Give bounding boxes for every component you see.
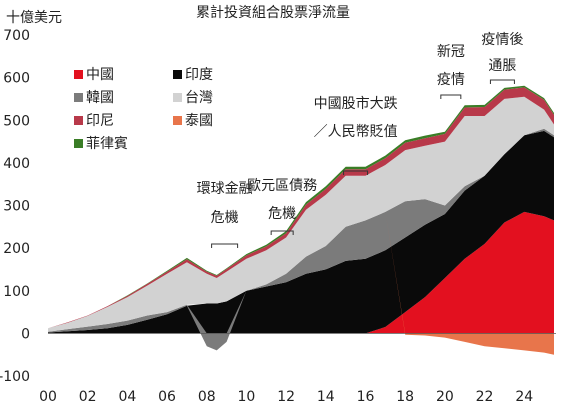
x-tick-labels: 00 02 04 06 08 10 12 14 16 18 20 22 24	[39, 389, 533, 405]
annotation-4-line-0: 疫情後	[481, 32, 523, 48]
annotation-3-line-0: 新冠	[437, 44, 465, 60]
legend-label-6: 菲律賓	[86, 135, 128, 152]
legend-swatch-1	[173, 70, 182, 79]
x-tick-label-11: 22	[476, 389, 494, 405]
area-series-0	[48, 211, 554, 334]
x-tick-label-10: 20	[436, 389, 454, 405]
x-tick-label-1: 02	[79, 389, 97, 405]
annotation-1-line-0: 歐元區債務	[247, 178, 317, 194]
y-axis-label: 十億美元	[6, 10, 62, 26]
annotation-0-line-0: 環球金融	[197, 181, 253, 197]
y-tick-label-3: 200	[3, 241, 30, 257]
y-tick-label-4: 300	[3, 199, 30, 215]
annotation-bracket-4	[489, 79, 515, 84]
annotation-2-line-1: ／人民幣貶值	[314, 124, 398, 140]
y-tick-label-7: 600	[3, 71, 30, 87]
annotation-4-line-1: 通脹	[488, 58, 516, 74]
annotation-bracket-3	[440, 94, 462, 99]
area-series-4	[48, 96, 554, 332]
chart-title: 累計投資組合股票淨流量	[196, 5, 350, 21]
legend-swatch-2	[74, 93, 83, 102]
annotation-bracket-1	[270, 230, 294, 235]
legend-swatch-5	[74, 116, 83, 125]
legend-label-0: 中國	[86, 67, 114, 83]
legend-label-3: 泰國	[185, 113, 213, 129]
x-tick-label-7: 14	[317, 389, 335, 405]
legend-swatch-0	[74, 70, 83, 79]
x-tick-label-12: 24	[515, 389, 533, 405]
legend-label-1: 印度	[185, 67, 213, 83]
y-tick-label-6: 500	[3, 113, 30, 129]
y-tick-label-5: 400	[3, 156, 30, 172]
annotation-0-line-1: 危機	[211, 210, 239, 226]
annotation-1-line-1: 危機	[268, 206, 296, 222]
legend-swatch-4	[173, 93, 182, 102]
x-tick-label-2: 04	[118, 389, 136, 405]
x-tick-label-3: 06	[158, 389, 176, 405]
x-tick-label-6: 12	[277, 389, 295, 405]
area-series-5	[48, 87, 554, 329]
annotation-2-line-0: 中國股市大跌	[314, 95, 398, 112]
legend-label-2: 韓國	[86, 90, 114, 106]
legend-label-5: 印尼	[86, 113, 114, 129]
y-tick-label-8: 700	[3, 28, 30, 44]
x-tick-label-4: 08	[198, 389, 216, 405]
area-series-1	[48, 130, 554, 334]
x-tick-label-0: 00	[39, 389, 57, 405]
legend-swatch-6	[74, 139, 83, 148]
x-tick-label-8: 16	[357, 389, 375, 405]
legend-swatch-3	[173, 116, 182, 125]
y-tick-label-2: 100	[3, 284, 30, 300]
x-tick-label-5: 10	[238, 389, 256, 405]
legend-label-4: 台灣	[185, 90, 213, 106]
y-tick-labels: -100 0 100 200 300 400 500 600 700	[0, 28, 30, 385]
y-tick-label-0: -100	[0, 369, 30, 385]
annotation-bracket-0	[211, 243, 239, 248]
annotation-bracket-2	[343, 170, 369, 175]
x-tick-label-9: 18	[396, 389, 414, 405]
area-series-3	[48, 211, 554, 355]
annotation-3-line-1: 疫情	[437, 72, 465, 88]
y-tick-label-1: 0	[21, 326, 30, 342]
area-series-2	[48, 128, 554, 351]
area-series-group	[48, 85, 556, 355]
